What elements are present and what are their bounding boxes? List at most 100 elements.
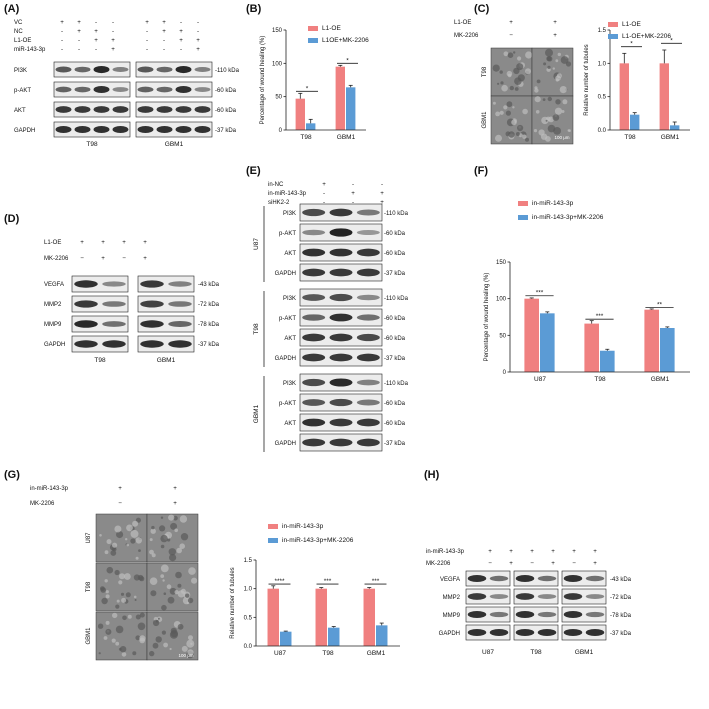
blot-frame [135,121,213,138]
band-label: p-AKT [14,88,31,94]
group-label: T98 [253,323,260,335]
blot-band [356,248,380,257]
sign: + [80,239,84,246]
micro-cell [149,577,158,585]
blot-band [137,126,154,133]
micro-cell [508,131,515,138]
kda-label: -72 kDa [610,595,632,601]
micro-cell [126,543,129,547]
micro-cell [170,522,178,530]
micro-cell [160,534,168,543]
micro-cell [122,615,127,621]
band-label: GAPDH [275,441,296,447]
cell-label: GBM1 [165,141,184,148]
micro-cell [119,646,127,653]
blot-frame [465,624,511,641]
micro-cell [115,604,120,609]
blot-band [102,281,126,287]
micro-cell [163,592,167,595]
micro-cell [106,566,114,574]
blot-band [112,66,129,73]
micro-cell [132,520,139,527]
sign: + [553,32,557,39]
sign: - [163,37,165,44]
micro-a [95,513,148,563]
micro-cell [179,515,188,523]
row-label: in-miR-143-3p [30,486,69,492]
micro-cell [181,645,188,652]
kda-label: -60 kDa [215,88,237,94]
blot-gbm1 [137,315,195,333]
kda-label: -37 kDa [610,631,632,637]
blot-t98 [299,328,383,347]
blot-frame [561,570,607,587]
kda-label: -60 kDa [384,421,406,427]
row-label: MK-2206 [30,501,55,507]
blot-frame [135,101,213,118]
blot-gbm1 [299,433,383,452]
blot-frame [137,315,195,333]
blot-t98 [513,588,559,605]
sign: + [351,190,355,197]
blot-band [175,65,192,74]
micro-cell [161,630,166,635]
blot-band [74,86,91,93]
sign: - [61,46,63,53]
blot-band [302,268,326,277]
micro-cell [135,614,141,620]
sign: + [118,485,122,492]
kda-label: -60 kDa [384,231,406,237]
blot-band [329,398,353,407]
micro-cell [495,111,500,117]
bar [660,328,675,372]
blot-frame [513,624,559,641]
blot-t98 [299,288,383,307]
micro-cell [559,86,567,94]
micro-cell [105,628,112,635]
micro-cell [515,132,520,136]
blot-band [356,229,380,236]
micro-cell [180,533,189,541]
micro-cell [125,592,131,598]
blot-gbm1 [561,588,607,605]
y-tick-label: 0.5 [598,95,607,101]
blot-u87 [465,606,511,623]
micro-cell [139,612,145,618]
blot-t98 [53,121,131,138]
blot-frame [513,588,559,605]
sign: − [488,560,492,567]
blot-band [302,294,326,301]
micro-cell [506,70,513,77]
micro-cell [543,62,547,66]
micro-t98-b [531,47,574,97]
blot-gbm1 [135,121,213,138]
micro-cell [150,590,157,597]
blot-band [74,126,91,133]
micro-cell [99,534,102,537]
bar [295,98,305,130]
y-axis-title: Percentage of wound healing (%) [484,273,490,362]
band-label: PI3K [283,381,296,387]
micro-cell [177,590,185,598]
sig-label: *** [536,290,544,297]
micro-cell [190,642,193,645]
micro-b [146,513,199,563]
micro-cell [176,547,182,554]
blot-band [515,575,535,582]
blot-band [168,301,192,307]
kda-label: -60 kDa [384,401,406,407]
micro-cell [152,642,159,649]
micro-cell [149,650,155,657]
panel-label-h: (H) [424,469,440,481]
micro-cell [120,592,125,596]
blot-band [563,575,583,582]
panel-label-d: (D) [4,213,20,225]
micro-cell [105,594,110,599]
blot-gbm1 [299,393,383,412]
micro-cell [191,577,198,584]
blot-band [93,86,110,93]
blot-band [563,593,583,600]
x-tick-label: GBM1 [337,134,356,141]
micro-cell [182,596,191,605]
micro-cell [561,110,565,113]
